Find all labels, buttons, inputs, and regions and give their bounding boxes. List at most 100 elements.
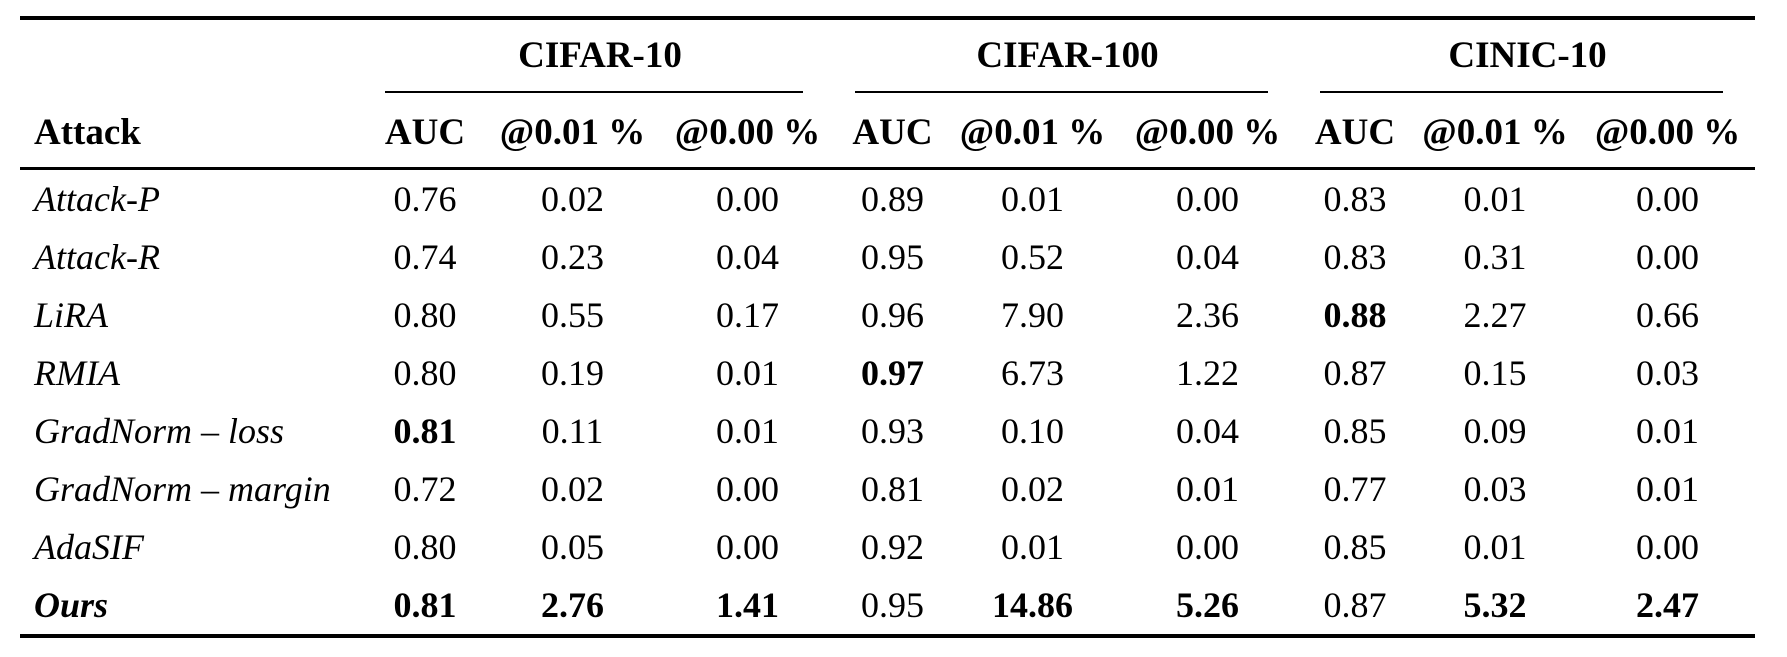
value-cell: 0.89 [861,179,925,219]
column-header-attack: Attack [20,97,365,170]
value-cell: 0.01 [1001,179,1065,219]
table-row: GradNorm – margin 0.72 0.02 0.00 0.81 0.02 0.0… [20,460,1755,518]
value-cell: 0.95 [861,237,925,277]
value-cell: 0.02 [541,469,604,509]
value-cell: 0.80 [393,295,457,335]
attack-name-cell: GradNorm – margin [34,469,331,509]
value-cell: 0.66 [1636,295,1700,335]
value-cell: 0.95 [861,585,925,625]
value-cell: 0.04 [1176,237,1240,277]
column-header-tpr001: @0.01 % [485,97,660,170]
cmidrule-cifar100 [855,91,1269,93]
value-cell: 1.22 [1176,353,1240,393]
column-header-auc: AUC [365,97,485,170]
value-cell: 0.72 [393,469,457,509]
table-row: GradNorm – loss 0.81 0.11 0.01 0.93 0.10 0.04 0… [20,402,1755,460]
value-cell: 0.03 [1636,353,1700,393]
value-cell: 0.81 [861,469,925,509]
value-cell: 0.87 [1323,353,1387,393]
value-cell: 0.05 [541,527,604,567]
value-cell: 0.00 [1636,527,1700,567]
value-cell: 2.36 [1176,295,1240,335]
value-cell: 5.32 [1463,585,1527,625]
value-cell: 2.27 [1463,295,1527,335]
group-header-cifar10: CIFAR-10 [518,35,682,76]
value-cell: 0.85 [1323,411,1387,451]
value-cell: 0.00 [1176,527,1240,567]
value-cell: 0.09 [1463,411,1527,451]
value-cell: 0.83 [1323,179,1387,219]
group-header-cinic10: CINIC-10 [1448,35,1607,76]
value-cell: 0.97 [861,353,925,393]
value-cell: 0.83 [1323,237,1387,277]
table-row: LiRA 0.80 0.55 0.17 0.96 7.90 2.36 0.88 2.27 0.66 [20,286,1755,344]
table-row: Ours 0.81 2.76 1.41 0.95 14.86 5.26 0.87 5.32 2.4… [20,576,1755,636]
cmidrule-cifar10 [385,91,804,93]
value-cell: 0.80 [393,353,457,393]
attack-name-cell: Attack-P [34,179,160,219]
value-cell: 0.17 [716,295,779,335]
value-cell: 0.92 [861,527,925,567]
value-cell: 0.80 [393,527,457,567]
value-cell: 0.19 [541,353,604,393]
value-cell: 0.11 [541,411,604,451]
value-cell: 0.04 [1176,411,1240,451]
value-cell: 0.00 [1176,179,1240,219]
table-row: Attack-R 0.74 0.23 0.04 0.95 0.52 0.04 0.83 0.31… [20,228,1755,286]
value-cell: 0.00 [716,469,779,509]
table-row: RMIA 0.80 0.19 0.01 0.97 6.73 1.22 0.87 0.15 0.03 [20,344,1755,402]
attack-name-cell: GradNorm – loss [34,411,285,451]
dataset-group-header-row: CIFAR-10 CIFAR-100 CINIC-10 [20,18,1755,91]
value-cell: 0.01 [1463,527,1527,567]
attack-name-cell: AdaSIF [34,527,144,567]
attack-name-cell: LiRA [34,295,109,335]
column-header-tpr000: @0.00 % [660,97,836,170]
value-cell: 7.90 [1001,295,1065,335]
value-cell: 0.03 [1463,469,1527,509]
value-cell: 0.77 [1323,469,1387,509]
value-cell: 0.00 [1636,237,1700,277]
value-cell: 0.01 [1636,411,1700,451]
group-header-cifar100: CIFAR-100 [976,35,1159,76]
column-header-auc: AUC [1300,97,1411,170]
value-cell: 14.86 [992,585,1074,625]
value-cell: 5.26 [1176,585,1240,625]
value-cell: 0.10 [1001,411,1065,451]
column-header-tpr000: @0.00 % [1580,97,1756,170]
value-cell: 0.93 [861,411,925,451]
value-cell: 0.00 [716,179,779,219]
value-cell: 0.88 [1323,295,1387,335]
value-cell: 0.31 [1463,237,1527,277]
value-cell: 2.76 [541,585,604,625]
value-cell: 0.01 [1001,527,1065,567]
cmidrule-cinic10 [1320,91,1724,93]
value-cell: 0.15 [1463,353,1527,393]
group-header-spacer [20,18,365,91]
value-cell: 0.81 [393,585,457,625]
value-cell: 0.23 [541,237,604,277]
attack-name-cell: Attack-R [34,237,160,277]
value-cell: 0.00 [1636,179,1700,219]
column-header-row: Attack AUC @0.01 % @0.00 % AUC @0.01 % @… [20,97,1756,170]
value-cell: 0.02 [1001,469,1065,509]
value-cell: 0.74 [393,237,457,277]
value-cell: 0.01 [716,411,779,451]
cmidrule-row [20,91,1755,97]
value-cell: 0.01 [1636,469,1700,509]
value-cell: 0.55 [541,295,604,335]
table-row: Attack-P 0.76 0.02 0.00 0.89 0.01 0.00 0.83 0.01… [20,169,1755,229]
column-header-tpr001: @0.01 % [950,97,1116,170]
results-table: CIFAR-10 CIFAR-100 CINIC-10 Attack AUC @… [20,16,1756,638]
value-cell: 0.87 [1323,585,1387,625]
table-body: Attack-P 0.76 0.02 0.00 0.89 0.01 0.00 0.83 0.01… [20,169,1755,637]
value-cell: 0.96 [861,295,925,335]
value-cell: 2.47 [1636,585,1700,625]
value-cell: 0.01 [716,353,779,393]
value-cell: 0.76 [393,179,457,219]
value-cell: 0.04 [716,237,779,277]
value-cell: 0.02 [541,179,604,219]
value-cell: 1.41 [716,585,779,625]
value-cell: 0.00 [716,527,779,567]
value-cell: 0.85 [1323,527,1387,567]
